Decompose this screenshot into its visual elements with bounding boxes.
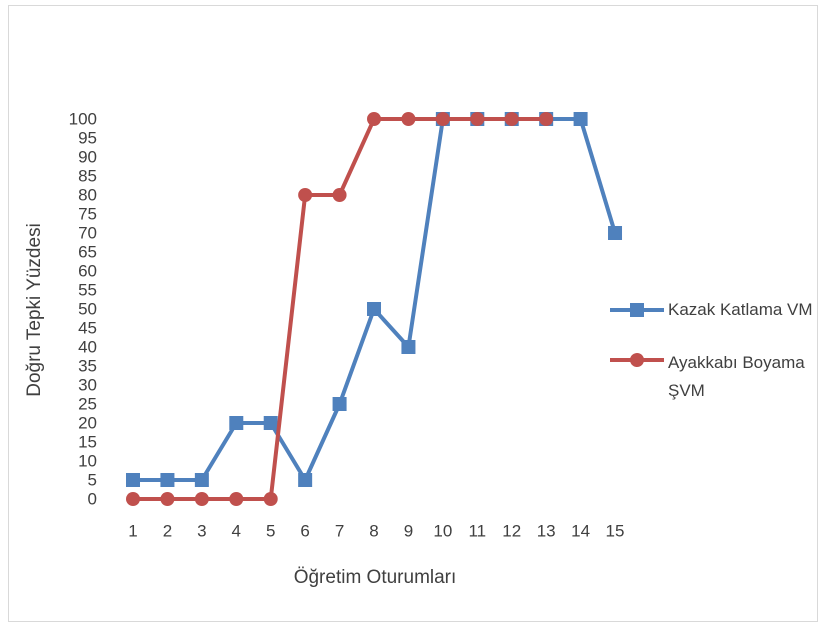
point [229,416,244,430]
x-tick-label: 4 [232,521,241,540]
x-tick-label: 7 [335,521,344,540]
point [194,473,209,487]
point [504,112,519,126]
point [263,416,278,430]
point [194,492,209,506]
point [367,302,382,316]
y-tick-label: 40 [78,337,97,356]
y-tick-label: 70 [78,223,97,242]
x-tick-label: 12 [502,521,521,540]
x-tick-label: 11 [468,521,486,540]
point [332,188,347,202]
point [126,492,140,506]
x-tick-label: 13 [537,521,556,540]
y-tick-label: 5 [88,470,97,489]
y-tick-label: 60 [78,261,97,280]
point [229,492,244,506]
y-tick-label: 45 [78,318,97,337]
x-tick-label: 3 [197,521,206,540]
legend-label: Ayakkabı Boyama ŞVM [668,353,805,400]
point [298,473,313,487]
legend-label: Kazak Katlama VM [668,300,813,319]
point [401,340,416,354]
point [608,226,623,240]
y-tick-label: 55 [78,280,97,299]
y-tick-label: 90 [78,147,97,166]
point [332,397,347,411]
x-tick-label: 14 [571,521,590,540]
x-tick-label: 1 [128,521,137,540]
y-tick-label: 100 [69,109,97,128]
y-tick-label: 85 [78,166,97,185]
point [160,473,175,487]
point [401,112,416,126]
x-tick-label: 5 [266,521,275,540]
y-tick-label: 75 [78,204,97,223]
legend-marker [630,353,644,367]
y-tick-label: 0 [88,489,97,508]
point [126,473,140,487]
y-tick-label: 20 [78,413,97,432]
point [263,492,278,506]
y-tick-label: 25 [78,394,97,413]
point [573,112,588,126]
y-tick-label: 10 [78,451,97,470]
legend-marker [630,303,644,317]
point [298,188,313,202]
y-tick-label: 50 [78,299,97,318]
x-tick-label: 15 [606,521,625,540]
point [160,492,175,506]
x-tick-label: 2 [163,521,172,540]
point [539,112,554,126]
point [470,112,485,126]
y-tick-label: 80 [78,185,97,204]
y-tick-label: 65 [78,242,97,261]
x-tick-label: 10 [433,521,452,540]
y-axis-title: Doğru Tepki Yüzdesi [24,223,45,397]
x-tick-label: 9 [404,521,413,540]
x-tick-label: 6 [300,521,309,540]
y-tick-label: 30 [78,375,97,394]
point [435,112,450,126]
y-tick-label: 15 [78,432,97,451]
point [367,112,382,126]
y-tick-label: 35 [78,356,97,375]
x-axis-title: Öğretim Oturumları [294,567,457,588]
y-tick-label: 95 [78,128,97,147]
x-tick-label: 8 [369,521,378,540]
